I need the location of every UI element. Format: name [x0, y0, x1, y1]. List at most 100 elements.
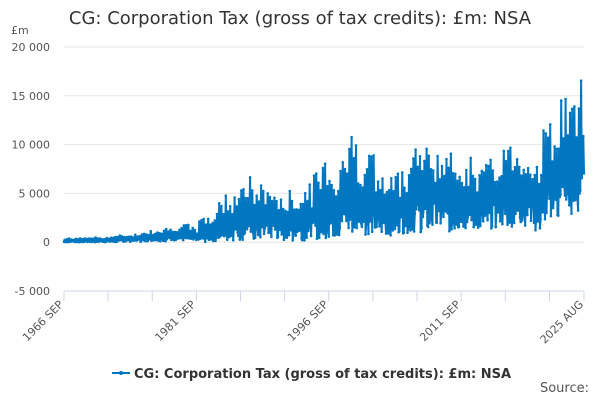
data-point	[411, 228, 414, 231]
data-point	[169, 228, 172, 232]
data-point	[308, 183, 312, 186]
data-point	[469, 156, 473, 160]
data-point	[198, 237, 202, 241]
data-point	[322, 232, 325, 236]
data-point	[312, 174, 316, 177]
data-point	[517, 202, 520, 205]
x-tick-label: 1981 SEP	[153, 298, 199, 344]
data-point	[385, 190, 389, 194]
data-point	[516, 209, 520, 212]
data-point	[380, 230, 384, 233]
data-point	[410, 215, 414, 218]
data-point	[264, 204, 267, 207]
data-point	[402, 231, 406, 235]
data-point	[301, 202, 305, 206]
data-point	[538, 227, 542, 230]
data-point	[415, 207, 418, 211]
data-point	[392, 190, 395, 193]
data-point	[193, 228, 197, 232]
data-point	[184, 224, 188, 227]
data-point	[109, 236, 113, 240]
data-point	[372, 154, 375, 157]
data-point	[451, 172, 455, 175]
data-point	[229, 231, 233, 234]
data-point	[129, 235, 133, 238]
data-point	[158, 232, 161, 235]
data-point	[477, 214, 481, 218]
data-point	[315, 237, 319, 241]
data-point	[506, 223, 509, 227]
data-point	[178, 236, 182, 240]
data-point	[204, 223, 208, 226]
data-point	[326, 227, 330, 230]
data-point	[568, 204, 571, 207]
data-point	[401, 171, 404, 174]
data-point	[179, 234, 183, 238]
data-point	[580, 176, 584, 180]
data-point	[406, 226, 410, 229]
data-point	[475, 218, 478, 221]
data-point	[147, 233, 150, 237]
data-point	[283, 226, 287, 230]
data-point	[352, 156, 356, 160]
y-tick-label: 0	[43, 236, 50, 249]
data-point	[398, 196, 402, 200]
data-point	[530, 197, 534, 200]
data-point	[358, 211, 362, 214]
data-point	[467, 185, 470, 189]
data-point	[241, 238, 244, 241]
data-point	[532, 221, 536, 225]
data-point	[539, 218, 542, 221]
data-point	[144, 238, 147, 241]
data-point	[65, 238, 69, 241]
data-point	[244, 196, 247, 200]
data-point	[209, 238, 213, 241]
data-point	[262, 232, 266, 236]
data-point	[480, 169, 484, 173]
data-point	[442, 215, 445, 219]
data-point	[511, 170, 514, 173]
data-point	[578, 192, 581, 195]
data-point	[575, 136, 578, 139]
data-point	[282, 238, 286, 242]
data-point	[265, 224, 268, 227]
data-point	[505, 206, 509, 209]
data-point	[374, 191, 378, 194]
data-point	[191, 226, 194, 230]
data-point	[542, 129, 545, 132]
data-point	[470, 216, 474, 219]
data-point	[195, 238, 198, 242]
data-point	[509, 146, 512, 150]
data-point	[526, 213, 529, 217]
data-point	[405, 191, 409, 195]
data-point	[107, 237, 111, 241]
data-point	[472, 225, 476, 229]
data-point	[237, 234, 240, 238]
data-point	[200, 218, 203, 222]
data-point	[370, 230, 374, 234]
data-point	[478, 174, 481, 177]
data-point	[245, 227, 249, 231]
data-point	[409, 167, 413, 171]
y-tick-label: 10 000	[12, 139, 51, 152]
data-point	[298, 228, 302, 231]
data-point	[338, 226, 342, 229]
data-point	[376, 180, 380, 183]
data-point	[557, 147, 561, 150]
data-point	[400, 213, 403, 216]
data-point	[393, 227, 397, 231]
data-point	[506, 149, 510, 153]
legend[interactable]: CG: Corporation Tax (gross of tax credit…	[112, 367, 511, 382]
data-point	[342, 205, 345, 209]
data-point	[128, 238, 131, 241]
data-point	[100, 237, 104, 241]
data-point	[217, 202, 221, 205]
data-point	[452, 220, 456, 224]
data-point	[313, 220, 317, 223]
data-point	[305, 236, 309, 239]
data-point	[416, 165, 420, 169]
data-point	[299, 202, 303, 206]
data-point	[412, 230, 416, 233]
data-point	[548, 197, 551, 200]
data-point	[96, 237, 100, 240]
